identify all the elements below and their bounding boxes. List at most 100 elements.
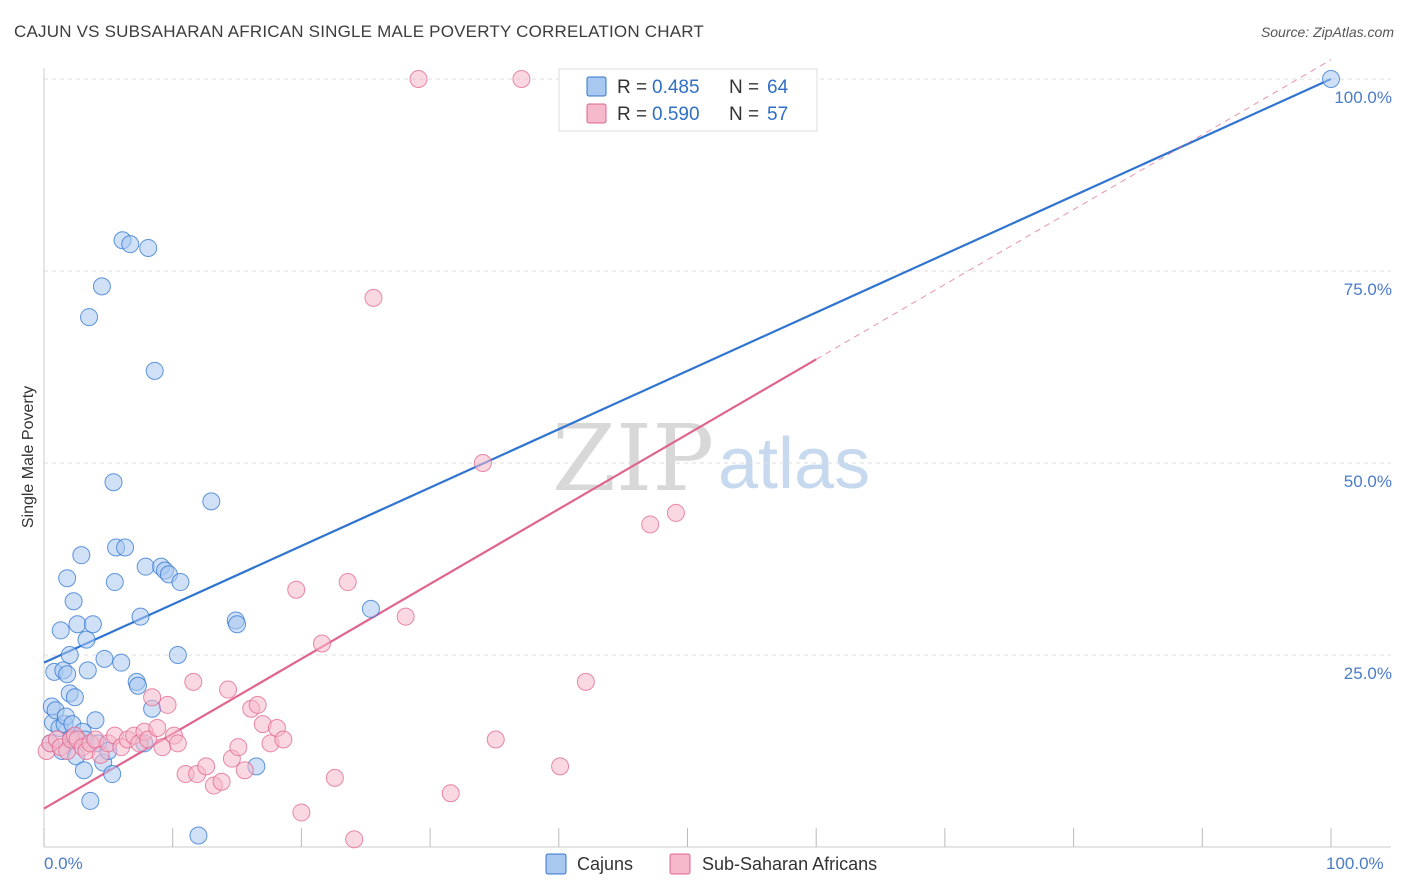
bottom-legend-label-subsaharan: Sub-Saharan Africans: [702, 854, 877, 874]
trend-line-extension: [815, 59, 1332, 360]
x-tick-label-max: 100.0%: [1326, 854, 1384, 873]
legend-r-value-subsaharan: 0.590: [652, 104, 700, 125]
data-point: [78, 661, 97, 680]
data-point: [473, 454, 492, 472]
data-point: [121, 235, 140, 254]
data-point: [202, 492, 221, 511]
data-point: [112, 653, 131, 672]
data-point: [148, 718, 167, 737]
data-point: [228, 615, 247, 634]
data-point: [58, 665, 77, 684]
legend-swatch-subsaharan: [586, 103, 607, 124]
data-point: [81, 791, 100, 810]
y-tick-label: 25.0%: [1344, 664, 1392, 683]
data-point: [512, 70, 531, 88]
data-point: [65, 688, 84, 707]
data-point: [145, 361, 164, 380]
data-point: [189, 826, 208, 845]
data-point: [287, 580, 306, 599]
data-point: [219, 680, 238, 699]
data-point: [136, 557, 155, 576]
legend-r-label-cajuns: R =: [617, 77, 647, 98]
data-point: [441, 784, 460, 803]
y-tick-label: 50.0%: [1344, 472, 1392, 491]
data-point: [92, 277, 111, 296]
data-point: [409, 70, 428, 88]
data-point: [361, 599, 380, 618]
data-point: [229, 738, 248, 757]
y-tick-labels: 25.0% 50.0% 75.0% 100.0%: [1334, 88, 1392, 683]
bottom-legend-label-cajuns: Cajuns: [577, 854, 633, 874]
legend-r-value-cajuns: 0.485: [652, 77, 700, 98]
data-point: [105, 573, 124, 592]
data-point: [58, 569, 77, 588]
gridlines: [44, 78, 1391, 656]
data-points: [37, 70, 1340, 849]
data-point: [64, 592, 83, 611]
data-point: [168, 734, 187, 753]
data-point: [51, 621, 70, 640]
data-point: [364, 288, 383, 307]
data-point: [184, 672, 203, 691]
data-point: [131, 607, 150, 626]
data-point: [235, 761, 254, 780]
data-point: [345, 830, 364, 849]
data-point: [104, 473, 123, 492]
legend-n-label-subsaharan: N =: [729, 104, 759, 125]
data-point: [171, 573, 190, 592]
data-point: [396, 607, 415, 626]
data-point: [486, 730, 505, 749]
watermark-atlas: atlas: [718, 424, 870, 504]
axes: [43, 68, 1391, 848]
data-point: [274, 730, 293, 749]
chart-title: CAJUN VS SUBSAHARAN AFRICAN SINGLE MALE …: [14, 22, 705, 41]
data-point: [103, 765, 122, 784]
data-point: [60, 646, 79, 664]
data-point: [338, 573, 357, 592]
data-point: [641, 515, 660, 534]
bottom-legend-swatch-cajuns: [545, 853, 567, 875]
y-tick-label: 100.0%: [1334, 88, 1392, 107]
data-point: [158, 695, 177, 714]
legend-box: R = 0.485 N = 64 R = 0.590 N = 57: [558, 68, 818, 132]
data-point: [80, 308, 99, 327]
trend-lines: [43, 59, 1332, 810]
bottom-legend-swatch-subsaharan: [669, 853, 691, 875]
data-point: [312, 634, 331, 653]
y-tick-label: 75.0%: [1344, 280, 1392, 299]
data-point: [95, 649, 114, 668]
legend-r-label-subsaharan: R =: [617, 104, 647, 125]
data-point: [551, 757, 570, 776]
data-point: [168, 646, 187, 664]
data-point: [139, 238, 158, 257]
data-point: [325, 768, 344, 787]
data-point: [86, 711, 105, 730]
x-tick-label-min: 0.0%: [44, 854, 83, 873]
data-point: [83, 615, 102, 634]
data-point: [212, 772, 231, 791]
bottom-legend: Cajuns Sub-Saharan Africans: [545, 853, 877, 875]
data-point: [77, 630, 96, 649]
data-point: [292, 803, 311, 822]
data-point: [74, 761, 93, 780]
data-point: [248, 695, 267, 714]
data-point: [72, 546, 91, 565]
trend-line: [43, 77, 1332, 664]
data-point: [197, 757, 216, 776]
data-point: [68, 615, 87, 634]
data-point: [128, 676, 147, 695]
y-axis-label: Single Male Poverty: [20, 386, 37, 528]
legend-n-value-cajuns: 64: [767, 77, 789, 98]
data-point: [576, 672, 595, 691]
data-point: [1322, 70, 1340, 88]
legend-swatch-cajuns: [586, 76, 607, 97]
data-point: [666, 503, 685, 522]
legend-n-value-subsaharan: 57: [767, 104, 788, 125]
chart-source: Source: ZipAtlas.com: [1260, 24, 1394, 40]
data-point: [116, 538, 135, 557]
legend-n-label-cajuns: N =: [729, 77, 759, 98]
watermark: ZIP atlas: [552, 405, 870, 512]
watermark-zip: ZIP: [552, 405, 714, 512]
data-point: [143, 688, 162, 707]
